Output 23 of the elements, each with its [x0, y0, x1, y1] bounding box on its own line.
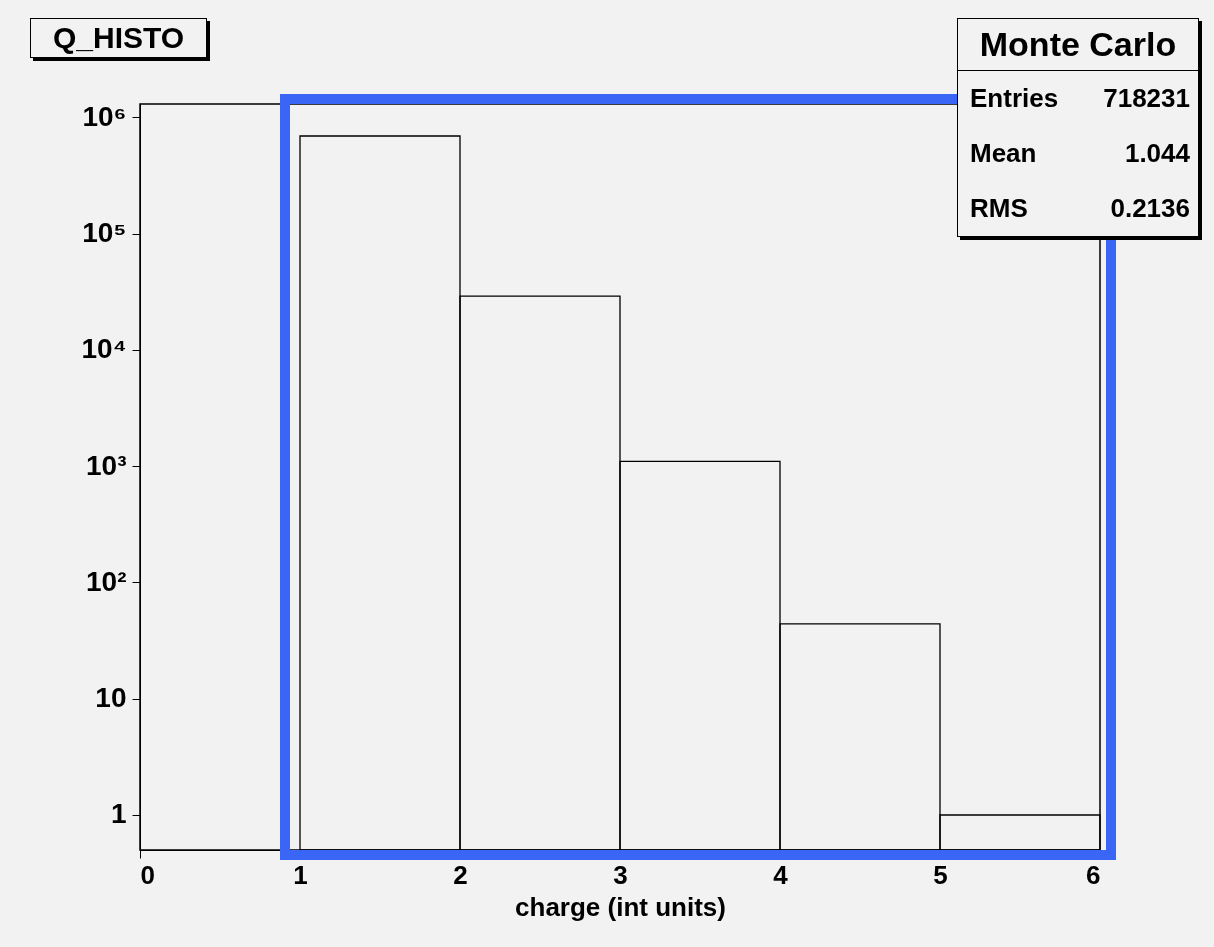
text: 0.2136 [1110, 193, 1190, 224]
annotation: Mean [970, 138, 1037, 169]
chart-title: Q_HISTO [30, 18, 208, 58]
y-tick-label: 1 [110, 798, 127, 830]
x-tick-label: 5 [933, 859, 948, 890]
annotation: Entries [970, 83, 1059, 114]
y-tick-label: 10⁶ [82, 100, 127, 132]
y-tick-label: 10² [86, 565, 127, 597]
x-tick-label: 3 [613, 859, 628, 890]
y-tick-label: 10⁴ [81, 333, 127, 365]
y-tick-label: 10⁵ [82, 217, 127, 249]
annotation: RMS [970, 193, 1028, 224]
x-tick-label: 1 [293, 859, 308, 890]
x-tick-label: 4 [773, 859, 789, 890]
x-tick-label: 6 [1086, 859, 1101, 890]
text: 718231 [1103, 83, 1190, 114]
text: Monte Carlo [958, 19, 1198, 71]
text: 1.044 [1124, 138, 1190, 169]
y-tick-label: 10 [95, 682, 127, 714]
x-tick-label: 0 [140, 859, 155, 890]
x-axis-title: charge (int units) [515, 891, 726, 922]
y-tick-label: 10³ [86, 449, 127, 481]
x-tick-label: 2 [453, 859, 468, 890]
